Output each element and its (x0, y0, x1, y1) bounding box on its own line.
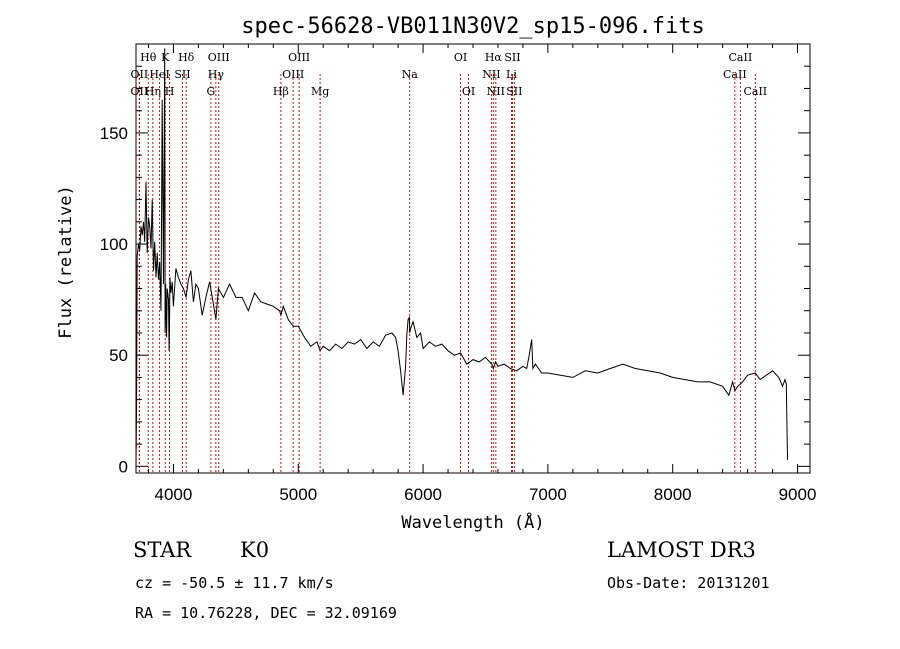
spectral-line-label: Hγ (208, 68, 225, 81)
y-tick-label: 150 (100, 124, 128, 143)
x-axis-label: Wavelength (Å) (401, 511, 544, 533)
chart-title: spec-56628-VB011N30V2_sp15-096.fits (241, 14, 705, 39)
y-tick-label: 100 (100, 235, 128, 254)
spectral-line-label: OIII (208, 51, 230, 64)
spectral-line-label: G (206, 85, 215, 98)
spectral-line-label: OI (454, 51, 467, 64)
y-tick-label: 50 (109, 346, 128, 365)
spectral-line-label: Hβ (273, 85, 289, 98)
x-tick-label: 4000 (155, 485, 193, 504)
x-tick-label: 8000 (654, 485, 692, 504)
spectral-line-label: H (165, 85, 175, 98)
y-tick-label: 0 (119, 457, 128, 476)
spectral-line-label: SII (506, 85, 522, 98)
y-axis-ticks: 0 50 100 150 (100, 65, 810, 476)
x-tick-label: 7000 (529, 485, 567, 504)
spectral-line-label: Hη (145, 85, 161, 98)
spectral-line-label: Mg (311, 85, 329, 98)
spectral-line-label: OIII (288, 51, 310, 64)
observation-date: Obs-Date: 20131201 (607, 574, 770, 592)
redshift-readout: cz = -50.5 ± 11.7 km/s (135, 574, 334, 592)
spectral-line-label: HeI (149, 68, 169, 81)
spectral-line-label: K (161, 51, 170, 64)
spectral-line-label: SII (504, 51, 520, 64)
spectral-line-label: Hδ (178, 51, 195, 64)
spectral-line-label: NII (482, 68, 500, 81)
spectral-line-label: NII (487, 85, 505, 98)
y-axis-label: Flux (relative) (56, 185, 76, 339)
spectral-line-label: Hθ (140, 51, 157, 64)
x-tick-label: 9000 (779, 485, 817, 504)
spectral-line-label: CaII (729, 51, 753, 64)
object-subclass: K0 (240, 538, 270, 562)
spectral-line-label: CaII (723, 68, 747, 81)
x-tick-label: 5000 (279, 485, 317, 504)
x-axis-ticks: 4000 5000 6000 7000 8000 9000 (147, 44, 817, 504)
survey-name: LAMOST DR3 (607, 538, 756, 562)
spectral-line-label: Hα (485, 51, 503, 64)
spectral-line-label: SII (174, 68, 190, 81)
coordinates-readout: RA = 10.76228, DEC = 32.09169 (135, 604, 397, 622)
spectral-line-label: Na (402, 68, 419, 81)
spectral-line-label: OI (462, 85, 475, 98)
spectral-line-label: OIII (282, 68, 304, 81)
object-class: STAR (133, 538, 192, 562)
flux-series-line (135, 48, 788, 467)
plot-frame (135, 43, 811, 474)
spectral-line-label: OII (131, 85, 149, 98)
spectral-line-label: CaII (743, 85, 767, 98)
x-tick-label: 6000 (404, 485, 442, 504)
spectral-line-label: Li (506, 68, 517, 81)
